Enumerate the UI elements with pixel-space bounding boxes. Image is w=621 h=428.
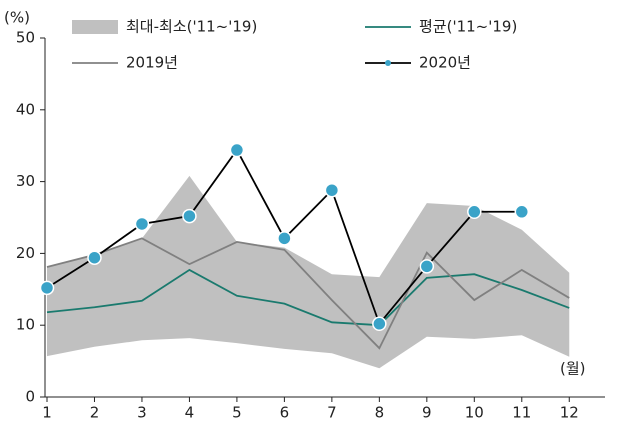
x-tick-label: 1 [42,404,52,422]
x-tick-label: 7 [327,404,337,422]
x-unit: (월) [560,360,586,378]
x-tick-label: 6 [280,404,290,422]
x-tick-label: 11 [512,404,531,422]
x-tick-label: 8 [375,404,385,422]
marker [134,216,150,232]
y-tick-label: 50 [16,29,35,47]
y-unit: (%) [4,9,30,27]
marker [87,250,102,265]
y-tick-label: 10 [16,316,35,334]
marker [182,208,197,224]
legend-marker [385,60,391,66]
y-tick-label: 0 [25,388,35,406]
marker [229,142,245,158]
legend-swatch [72,20,118,34]
line [46,237,570,350]
legend-label: 2019년 [126,54,178,72]
marker [419,259,435,274]
legend-label: 최대-최소('11~'19) [126,18,257,36]
x-tick-label: 10 [465,404,484,422]
marker [39,280,55,296]
x-tick-label: 4 [185,404,195,422]
y-tick-label: 20 [16,244,35,262]
marker [372,316,387,332]
marker [324,182,340,198]
legend-label: 2020년 [419,54,471,72]
marker [514,204,530,220]
marker [467,204,482,220]
y-tick-label: 40 [16,100,35,118]
x-tick-label: 5 [232,404,242,422]
line [46,268,570,327]
x-tick-label: 3 [137,404,147,422]
x-tick-label: 9 [422,404,432,422]
x-tick-label: 12 [560,404,579,422]
x-tick-label: 2 [90,404,100,422]
y-tick-label: 30 [16,172,35,190]
marker [277,231,292,246]
legend-label: 평균('11~'19) [419,18,517,36]
range-band [47,175,570,369]
